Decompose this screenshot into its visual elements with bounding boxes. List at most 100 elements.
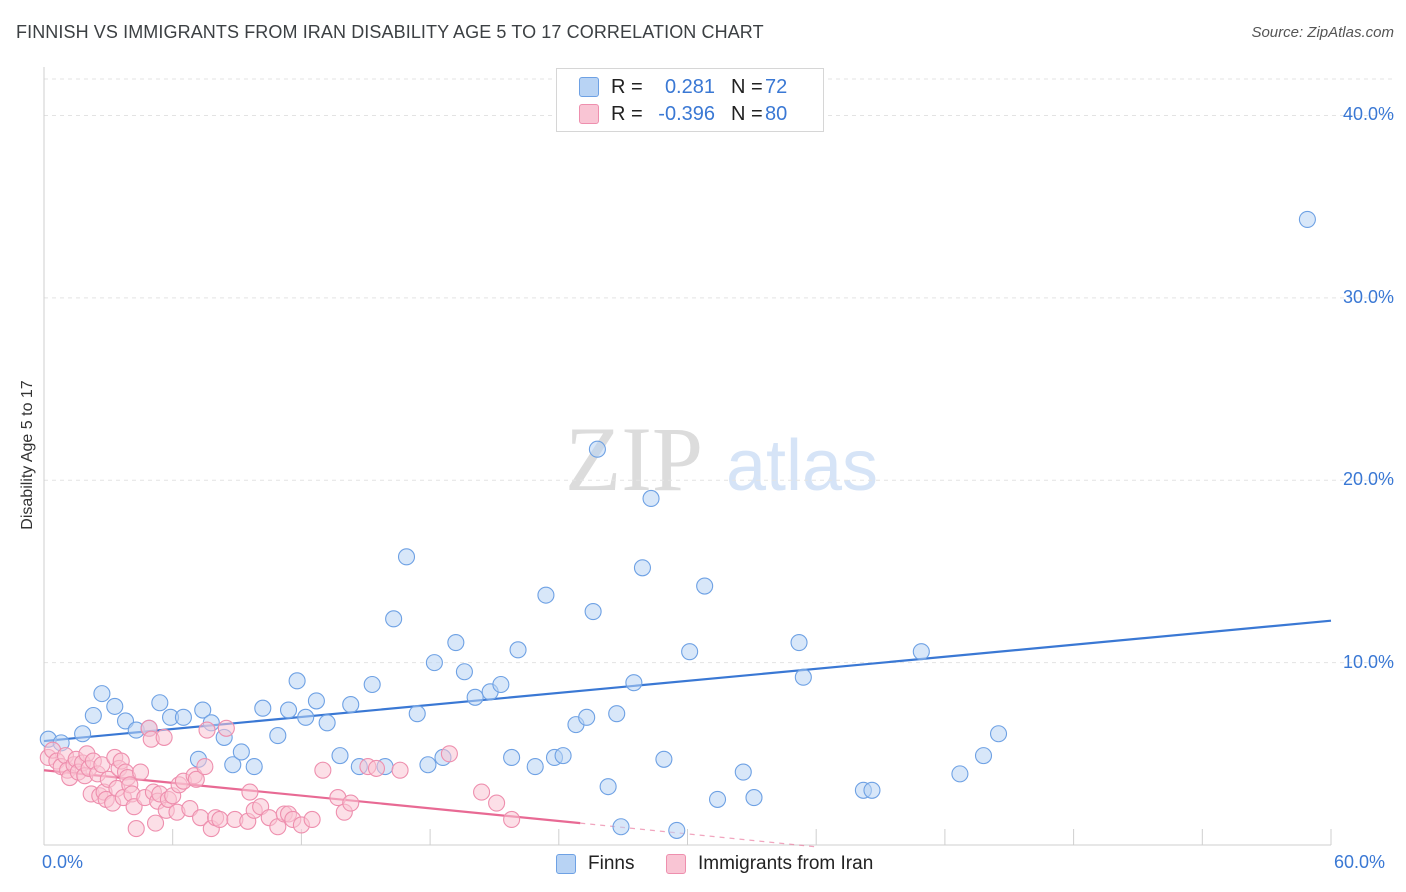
point-finns [93, 685, 111, 703]
x-tick-max: 60.0% [1334, 852, 1386, 872]
point-finns [174, 708, 192, 726]
legend-swatch-finns [579, 77, 599, 97]
point-iran [127, 820, 145, 838]
point-finns [790, 634, 808, 652]
point-finns [625, 674, 643, 692]
point-finns [655, 750, 673, 768]
point-finns [297, 708, 315, 726]
point-finns [279, 701, 298, 719]
point-finns [734, 763, 752, 781]
point-finns [668, 821, 686, 839]
point-finns [633, 559, 652, 577]
y-tick-label: 10.0% [1342, 651, 1394, 672]
point-iran [196, 758, 214, 776]
watermark: ZIP atlas [565, 408, 878, 510]
legend-swatch-iran [579, 104, 599, 124]
point-finns [342, 696, 360, 714]
legend-r-label: R = [611, 75, 643, 98]
point-iran [314, 761, 332, 779]
legend-n-value-iran: 80 [765, 102, 788, 125]
point-finns [318, 714, 336, 732]
point-iran [241, 783, 259, 801]
point-finns [681, 643, 699, 661]
point-finns [584, 603, 602, 621]
legend-row-iran: R = -0.396 N = 80 [579, 102, 787, 126]
point-finns [254, 699, 272, 717]
point-finns [912, 643, 930, 661]
point-finns [425, 654, 443, 672]
point-finns [232, 743, 250, 761]
point-finns [363, 675, 381, 694]
point-finns [455, 663, 473, 681]
point-finns [307, 692, 325, 710]
point-iran [303, 810, 321, 829]
y-tick-label: 30.0% [1342, 286, 1394, 307]
point-iran [473, 783, 491, 801]
point-finns [224, 756, 242, 774]
source-label: Source: ZipAtlas.com [1251, 24, 1394, 41]
point-finns [331, 747, 349, 765]
point-finns [588, 440, 606, 458]
point-finns [612, 818, 630, 836]
point-finns [608, 705, 626, 723]
point-iran [187, 770, 205, 788]
point-iran [146, 814, 165, 832]
y-tick-label: 20.0% [1342, 469, 1394, 490]
point-finns [696, 577, 714, 595]
legend-r-value-iran: -0.396 [658, 102, 715, 125]
point-iran [503, 810, 521, 829]
point-finns [385, 610, 403, 628]
point-finns [74, 725, 92, 743]
point-finns [578, 708, 596, 726]
point-iran [131, 763, 150, 781]
point-iran [217, 719, 235, 737]
point-finns [492, 675, 510, 694]
point-finns [951, 765, 969, 783]
point-iran [155, 728, 173, 746]
point-finns [974, 747, 993, 765]
point-finns [84, 706, 102, 725]
point-finns [288, 672, 306, 690]
legend-row-finns: R = 0.281 N = 72 [579, 75, 787, 99]
point-iran [342, 794, 360, 812]
bottom-legend-swatch-iran [666, 854, 686, 874]
point-iran [211, 810, 229, 829]
x-tick-min: 0.0% [42, 852, 84, 872]
point-iran [198, 721, 216, 739]
trend-line-finns [43, 619, 1332, 743]
point-finns [447, 634, 465, 652]
point-finns [408, 705, 426, 723]
point-finns [708, 790, 727, 808]
point-finns [642, 489, 660, 508]
point-finns [194, 701, 212, 719]
legend-n-value-finns: 72 [765, 75, 788, 98]
watermark-atlas: atlas [726, 426, 878, 506]
point-finns [503, 748, 521, 767]
point-finns [269, 727, 287, 745]
bottom-legend-label-iran: Immigrants from Iran [698, 853, 874, 874]
point-finns [599, 778, 617, 796]
bottom-legend-swatch-finns [556, 854, 576, 874]
bottom-legend-label-finns: Finns [588, 853, 635, 874]
point-finns [106, 697, 124, 715]
y-tick-label: 40.0% [1342, 104, 1394, 125]
point-finns [526, 758, 544, 776]
point-finns [151, 694, 169, 712]
point-finns [863, 781, 881, 799]
point-iran [367, 759, 386, 777]
bottom-legend-finns: Finns [556, 852, 634, 876]
point-finns [419, 756, 437, 774]
point-finns [554, 747, 572, 765]
point-finns [794, 668, 812, 686]
chart-title: FINNISH VS IMMIGRANTS FROM IRAN DISABILI… [16, 22, 764, 42]
point-finns [466, 688, 484, 706]
point-finns [397, 548, 416, 566]
point-iran [93, 756, 111, 774]
point-finns [1298, 210, 1316, 228]
legend-r-value-finns: 0.281 [664, 75, 715, 98]
bottom-legend-iran: Immigrants from Iran [666, 852, 873, 876]
point-finns [745, 789, 763, 807]
point-iran [488, 794, 506, 812]
legend-n-label: N = [731, 75, 763, 98]
